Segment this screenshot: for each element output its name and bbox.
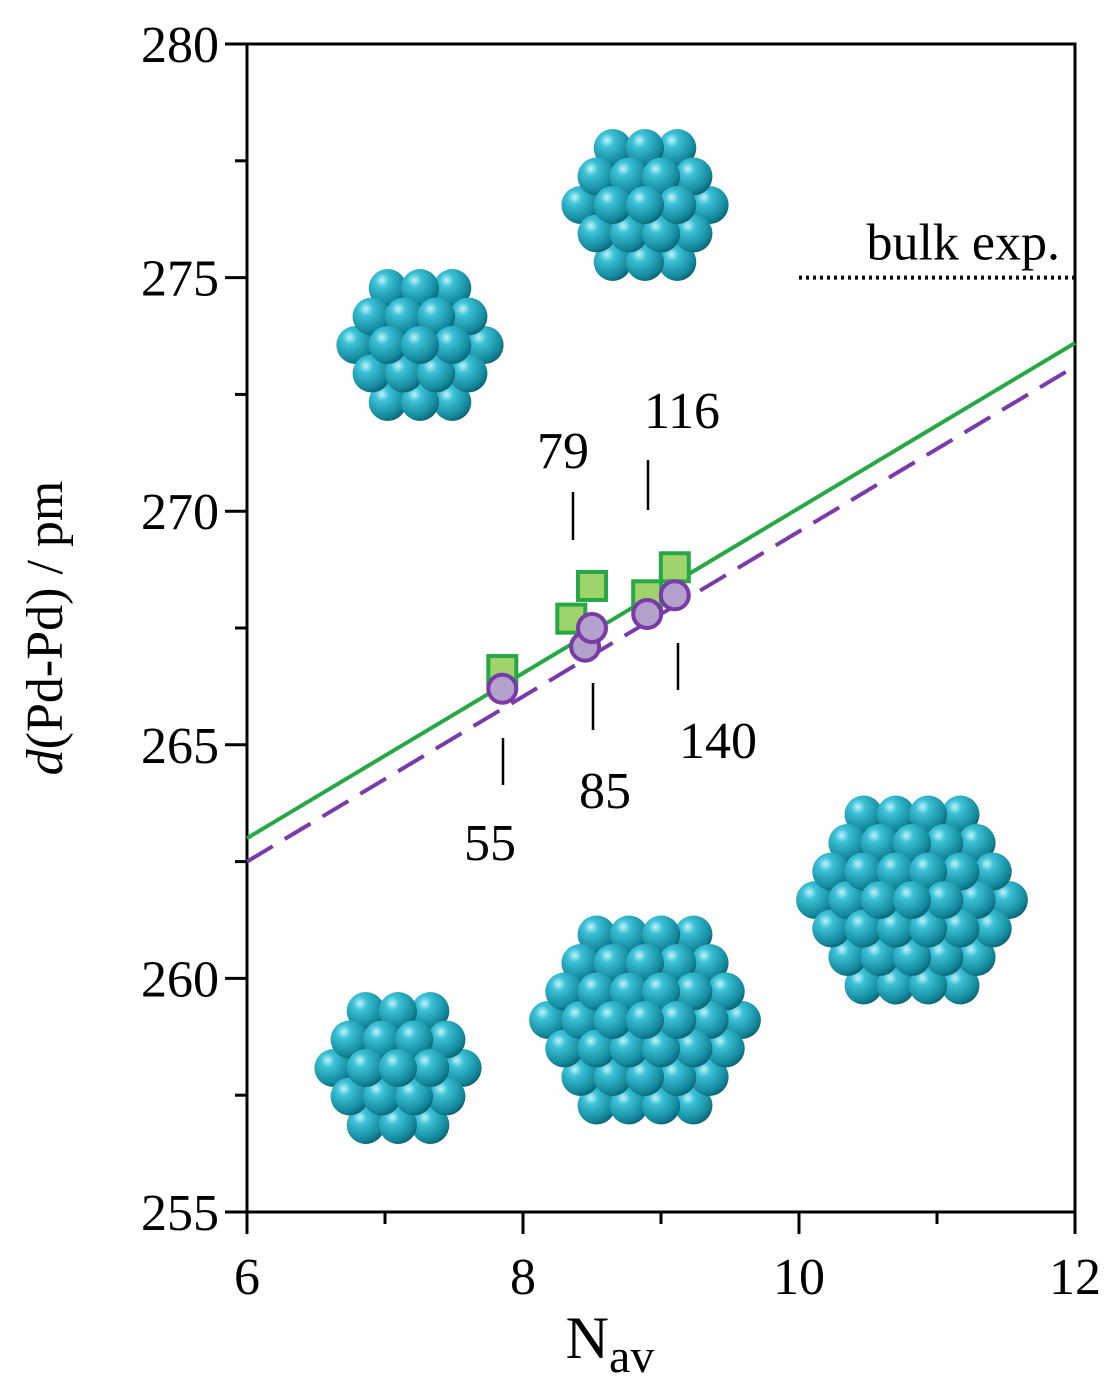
x-label-main: N [566, 1305, 609, 1371]
y-axis-label: d(Pd-Pd) / pm [17, 481, 74, 776]
y-tick-label: 265 [141, 718, 219, 775]
circle-marker [633, 600, 661, 628]
atom [401, 326, 439, 364]
y-tick-label: 275 [141, 251, 219, 308]
square-marker [661, 553, 689, 581]
circle-marker [661, 581, 689, 609]
x-axis-label: Nav [566, 1305, 655, 1377]
square-marker [578, 572, 606, 600]
y-tick-label: 270 [141, 484, 219, 541]
y-label-rest: (Pd-Pd) / pm [17, 481, 74, 750]
x-tick-label: 10 [773, 1249, 825, 1306]
annotation-label: 140 [679, 713, 757, 770]
x-tick-label: 12 [1049, 1249, 1101, 1306]
x-label-sub: av [609, 1330, 654, 1377]
y-tick-label: 255 [141, 1185, 219, 1242]
atom [379, 1049, 417, 1087]
y-label-italic: d [17, 748, 74, 775]
atom [626, 1001, 664, 1039]
y-tick-label: 260 [141, 951, 219, 1008]
nanoparticle-images [314, 129, 1028, 1144]
annotation-label: 116 [644, 383, 720, 440]
x-tick-label: 8 [510, 1249, 536, 1306]
reference-label: bulk exp. [866, 215, 1060, 272]
annotation-label: 85 [579, 763, 631, 820]
annotation-label: 79 [537, 423, 589, 480]
atom [893, 881, 931, 919]
circle-marker [578, 614, 606, 642]
x-tick-label: 6 [234, 1249, 260, 1306]
circle-marker [488, 675, 516, 703]
y-tick-label: 280 [141, 17, 219, 74]
atom [626, 186, 664, 224]
chart: 255 260 265 270 275 280 6 8 10 12 bulk exp. 55 85 140… [0, 0, 1112, 1377]
annotation-label: 55 [464, 815, 516, 872]
